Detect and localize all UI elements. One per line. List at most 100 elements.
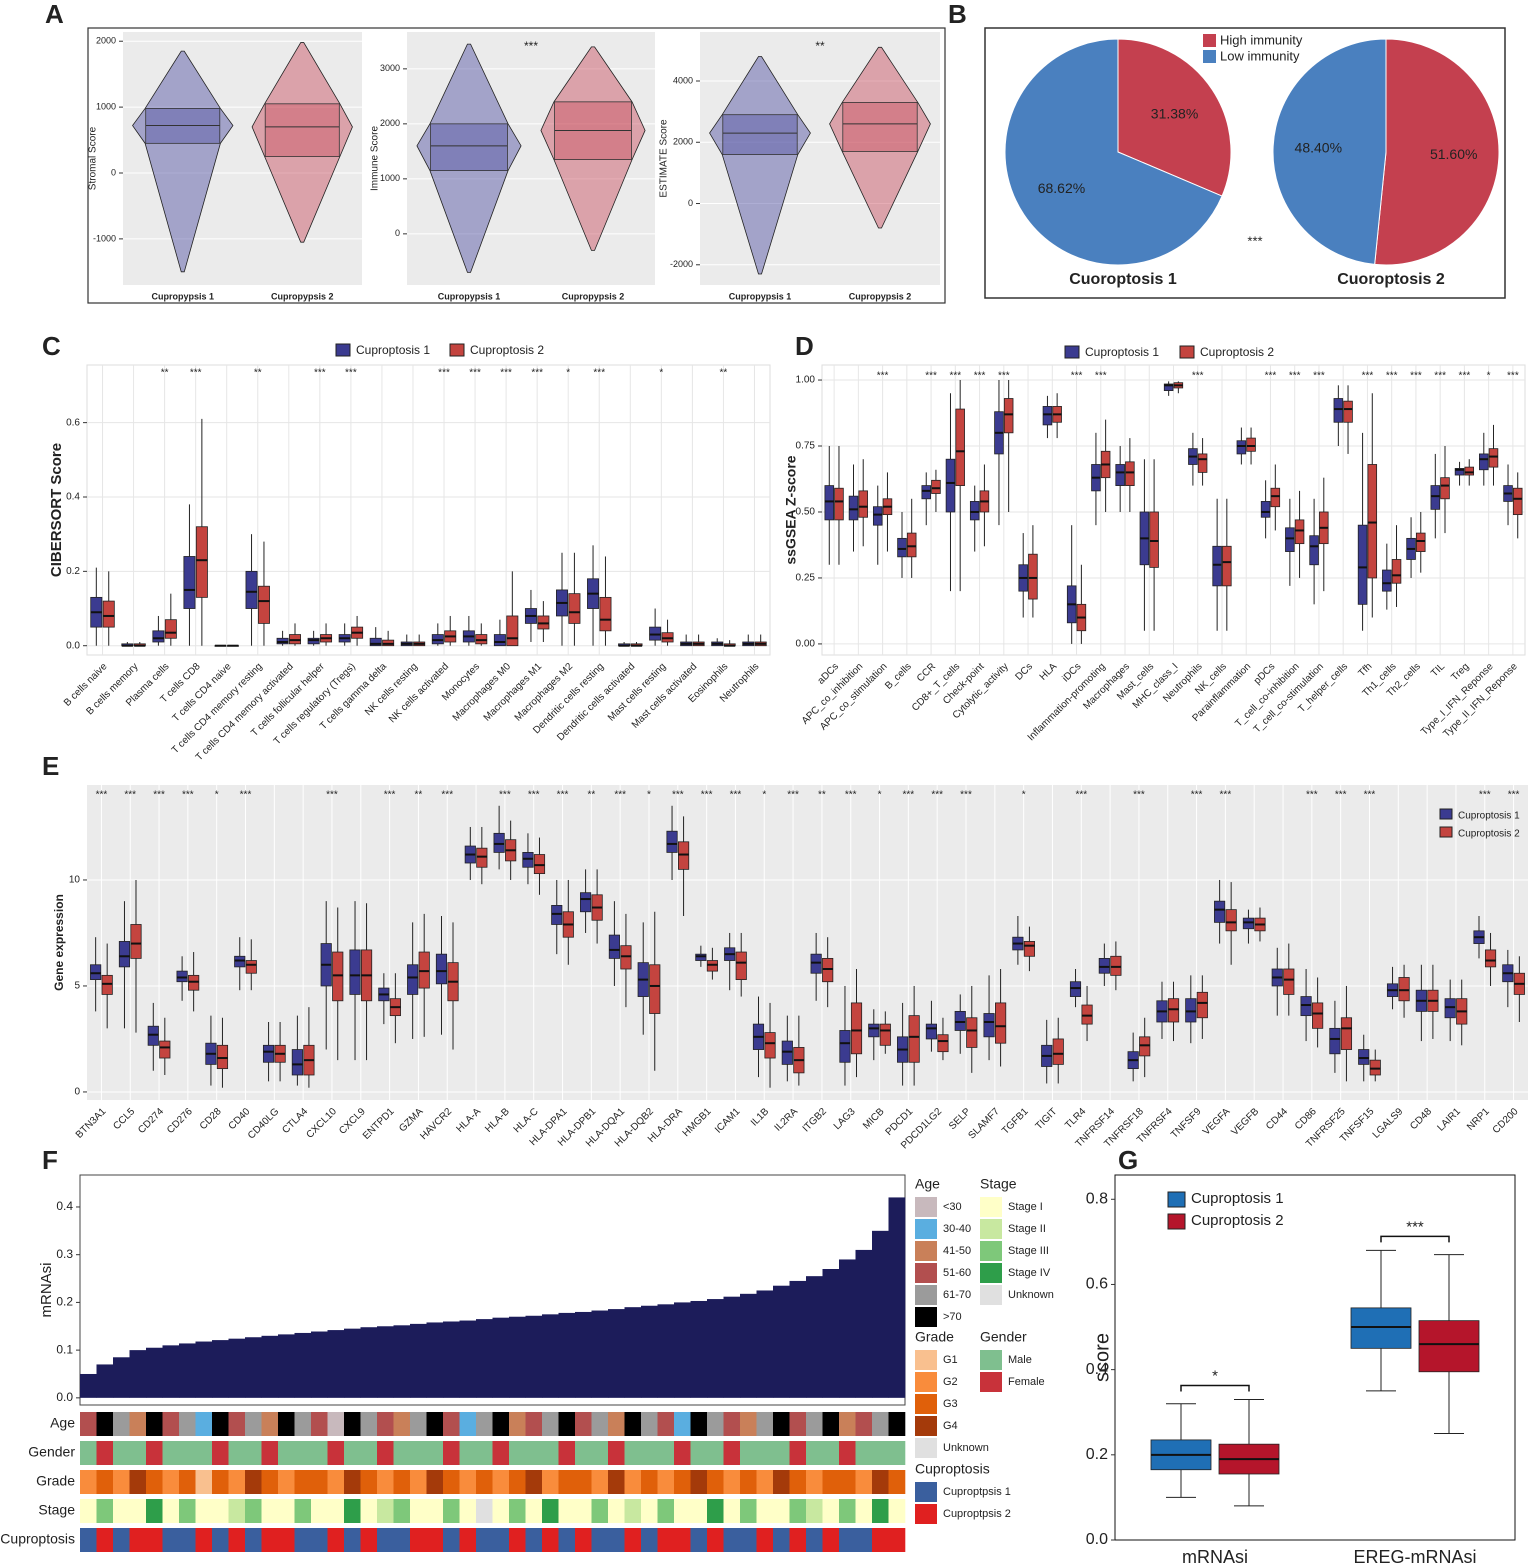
legend-swatch [1064, 345, 1080, 359]
legend-swatch [1203, 50, 1216, 63]
track-cell [839, 1528, 856, 1552]
x-tick-label: HLA [1038, 661, 1060, 683]
track-cell [129, 1412, 147, 1436]
bar [146, 1347, 163, 1398]
box [1479, 453, 1489, 471]
box [1197, 453, 1208, 473]
track-cell [657, 1528, 675, 1552]
significance-label: *** [1095, 371, 1107, 382]
box [216, 1044, 229, 1070]
track-cell [492, 1528, 510, 1552]
track-cell [294, 1412, 312, 1436]
track-label: Stage [38, 1502, 75, 1518]
track-cell [509, 1441, 526, 1465]
track-cell [294, 1499, 312, 1523]
bar [591, 1310, 609, 1398]
legend-swatch [980, 1263, 1002, 1283]
track-cell [641, 1499, 658, 1523]
track-cell [261, 1470, 279, 1494]
track-cell [872, 1499, 889, 1523]
significance-label: *** [1410, 371, 1422, 382]
box [1003, 398, 1014, 434]
x-tick-label: SLAMF7 [967, 1106, 1003, 1142]
bar [393, 1325, 411, 1398]
box [925, 1023, 938, 1040]
track-cell [839, 1499, 856, 1523]
violin [829, 46, 931, 229]
bar [888, 1197, 906, 1398]
bar [443, 1321, 460, 1398]
track-cell [756, 1470, 774, 1494]
track-cell [888, 1499, 906, 1523]
track-cell [624, 1528, 642, 1552]
box [931, 479, 941, 494]
box [176, 970, 188, 983]
y-tick-label: 0.4 [66, 492, 80, 503]
y-tick-label: 0.00 [796, 639, 816, 650]
track-cell [707, 1528, 724, 1552]
significance-label: *** [730, 790, 742, 801]
significance-label: *** [949, 371, 961, 382]
box [1357, 524, 1368, 605]
track-cell [146, 1499, 163, 1523]
box [1430, 485, 1441, 510]
box [1246, 437, 1256, 452]
box [1285, 527, 1295, 552]
box [568, 593, 581, 624]
track-cell [608, 1499, 625, 1523]
box [1185, 998, 1197, 1023]
bar [360, 1327, 378, 1398]
track-cell [261, 1499, 279, 1523]
pie-slice [1374, 38, 1500, 266]
x-tick-label: ITGB2 [801, 1106, 830, 1135]
bar [789, 1280, 807, 1398]
legend-label: Cuproptosis 2 [1458, 829, 1520, 840]
pie-title: Cuoroptosis 2 [1337, 271, 1445, 288]
track-cell [393, 1528, 411, 1552]
track-cell [195, 1441, 213, 1465]
y-tick-label: 0.2 [66, 566, 80, 577]
track-cell [426, 1470, 444, 1494]
y-tick-label: 2000 [380, 118, 400, 128]
legend-title: Cuproptosis [915, 1461, 990, 1477]
bar [773, 1285, 790, 1398]
y-tick-label: 0.2 [56, 1295, 73, 1309]
box [955, 408, 965, 486]
legend-swatch [915, 1241, 937, 1261]
box [430, 123, 508, 171]
bar [80, 1373, 97, 1398]
legend-label: Cuproptpsis 1 [943, 1486, 1011, 1498]
y-axis-label: CIBERSORT Score [48, 443, 65, 577]
violin [540, 46, 646, 251]
track-cell [806, 1441, 823, 1465]
x-tick-label: HLA-A [454, 1106, 483, 1135]
track-cell [344, 1441, 361, 1465]
significance-label: * [566, 368, 570, 379]
track-cell [245, 1528, 262, 1552]
box [868, 1023, 880, 1038]
legend-swatch [980, 1219, 1002, 1239]
bar [129, 1350, 147, 1398]
track-cell [393, 1441, 411, 1465]
box [1454, 468, 1465, 476]
y-tick-label: 0.6 [66, 417, 80, 428]
box [262, 1044, 275, 1063]
box [188, 974, 200, 991]
track-cell [426, 1528, 444, 1552]
track-cell [872, 1470, 889, 1494]
track-cell [608, 1441, 625, 1465]
box [349, 949, 361, 995]
box [533, 854, 546, 875]
track-cell [228, 1499, 246, 1523]
track-cell [344, 1412, 361, 1436]
legend-title: Stage [980, 1176, 1017, 1192]
bar [410, 1323, 427, 1398]
y-tick-label: 0 [688, 198, 693, 208]
annotation: *** [524, 39, 538, 53]
box [666, 830, 678, 853]
track-cell [525, 1528, 543, 1552]
legend-label: Low immunity [1220, 48, 1300, 63]
significance-label: * [762, 790, 766, 801]
track-cell [96, 1441, 114, 1465]
y-tick-label: 0.8 [1086, 1190, 1108, 1207]
